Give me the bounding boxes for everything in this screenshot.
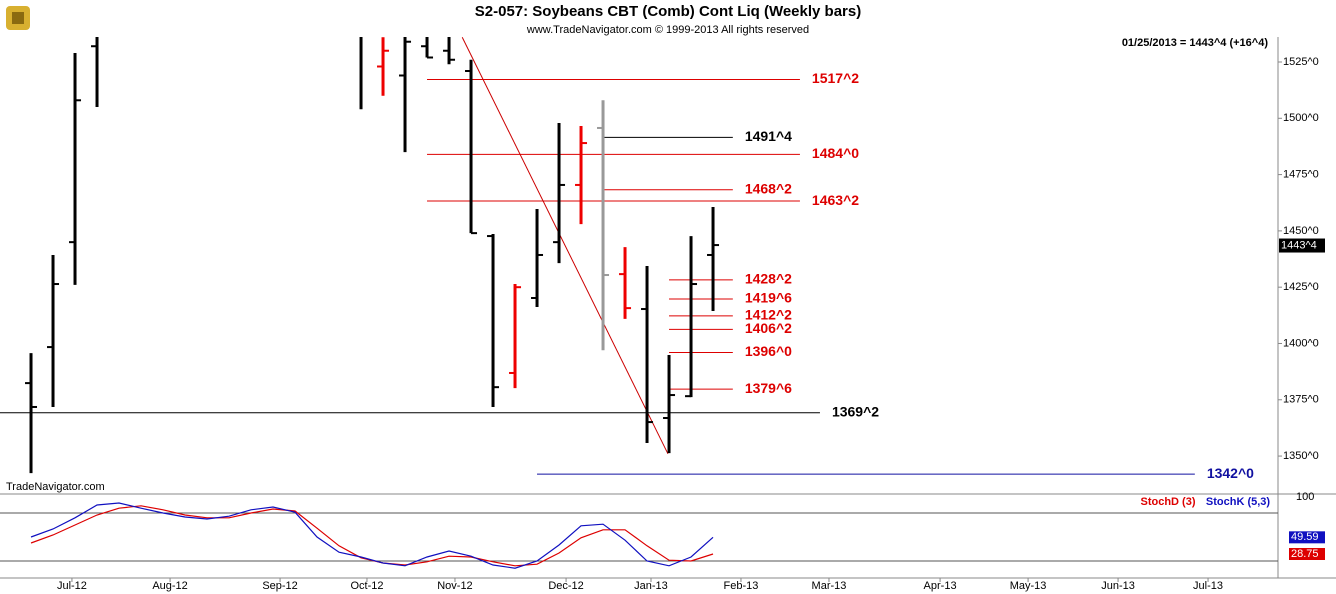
level-label: 1396^0 [745, 343, 792, 359]
level-label: 1428^2 [745, 271, 792, 287]
y-tick-label: 1475^0 [1283, 168, 1319, 180]
legend-entry: StochK (5,3) [1206, 496, 1271, 508]
subtitle: www.TradeNavigator.com © 1999-2013 All r… [526, 24, 809, 36]
legend-entry: StochD (3) [1141, 496, 1196, 508]
level-label: 1468^2 [745, 180, 792, 196]
x-tick-label: Sep-12 [262, 580, 297, 592]
overlay: 1350^0 1375^0 1400^0 1425^0 1450^0 1475^0 1500… [57, 56, 1325, 592]
header-note: 01/25/2013 = 1443^4 (+16^4) [1122, 37, 1269, 49]
x-tick-label: Oct-12 [350, 580, 383, 592]
title-bar [0, 0, 1336, 37]
indicator-panel [0, 502, 1278, 569]
y-tick-label: 1350^0 [1283, 450, 1319, 462]
price-panel [0, 37, 1195, 475]
indicator-tick-label: 100 [1296, 491, 1314, 503]
x-tick-label: Jul-13 [1193, 580, 1223, 592]
logo [6, 6, 30, 30]
y-tick-label: 1500^0 [1283, 112, 1319, 124]
x-tick-label: Mar-13 [812, 580, 847, 592]
level-label: 1419^6 [745, 290, 792, 306]
x-tick-label: Jun-13 [1101, 580, 1135, 592]
last-price-label: 1443^4 [1281, 239, 1317, 251]
y-tick-label: 1525^0 [1283, 56, 1319, 68]
last-price-box [1279, 238, 1325, 253]
y-tick-label: 1450^0 [1283, 225, 1319, 237]
level-label: 1491^4 [745, 128, 792, 144]
x-tick-label: Dec-12 [548, 580, 583, 592]
level-label: 1342^0 [1207, 465, 1254, 481]
x-tick-label: Feb-13 [724, 580, 759, 592]
level-label: 1412^2 [745, 307, 792, 323]
indicator-value-label: 28.75 [1291, 548, 1319, 560]
y-tick-label: 1425^0 [1283, 281, 1319, 293]
watermark: TradeNavigator.com [6, 481, 105, 493]
indicator-value-box [1289, 531, 1325, 544]
x-tick-label: Nov-12 [437, 580, 472, 592]
chart-title: S2-057: Soybeans CBT (Comb) Cont Liq (We… [475, 3, 861, 20]
y-tick-label: 1400^0 [1283, 337, 1319, 349]
level-label: 1463^2 [812, 192, 859, 208]
indicator-line [30, 502, 714, 569]
x-tick-label: May-13 [1010, 580, 1047, 592]
indicator-value-label: 49.59 [1291, 531, 1319, 543]
x-tick-label: Aug-12 [152, 580, 187, 592]
x-tick-label: Jan-13 [634, 580, 668, 592]
x-tick-label: Jul-12 [57, 580, 87, 592]
x-tick-label: Apr-13 [924, 580, 957, 592]
level-label: 1406^2 [745, 320, 792, 336]
level-label: 1517^2 [812, 70, 859, 86]
y-tick-label: 1375^0 [1283, 394, 1319, 406]
level-label: 1369^2 [832, 403, 879, 419]
trendline [461, 37, 669, 455]
level-label: 1379^6 [745, 380, 792, 396]
level-label: 1484^0 [812, 145, 859, 161]
indicator-value-box [1289, 548, 1325, 560]
